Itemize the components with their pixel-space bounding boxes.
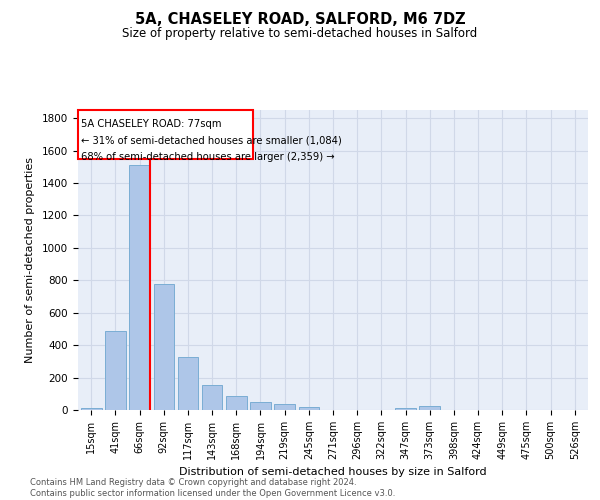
Bar	[130, 165, 150, 410]
Bar	[178, 358, 198, 410]
Bar	[226, 396, 247, 410]
Bar	[419, 406, 440, 410]
Y-axis label: Number of semi-detached properties: Number of semi-detached properties	[25, 157, 35, 363]
Bar	[250, 402, 271, 410]
Bar	[154, 284, 174, 410]
Bar	[81, 408, 101, 410]
Text: Contains HM Land Registry data © Crown copyright and database right 2024.
Contai: Contains HM Land Registry data © Crown c…	[30, 478, 395, 498]
Text: 5A CHASELEY ROAD: 77sqm: 5A CHASELEY ROAD: 77sqm	[81, 119, 221, 129]
Text: 5A, CHASELEY ROAD, SALFORD, M6 7DZ: 5A, CHASELEY ROAD, SALFORD, M6 7DZ	[134, 12, 466, 28]
Bar	[105, 330, 126, 410]
X-axis label: Distribution of semi-detached houses by size in Salford: Distribution of semi-detached houses by …	[179, 468, 487, 477]
Bar	[299, 407, 319, 410]
Bar	[395, 408, 416, 410]
Bar	[274, 404, 295, 410]
Bar	[202, 385, 223, 410]
Text: 68% of semi-detached houses are larger (2,359) →: 68% of semi-detached houses are larger (…	[81, 152, 335, 162]
FancyBboxPatch shape	[78, 110, 253, 160]
Text: ← 31% of semi-detached houses are smaller (1,084): ← 31% of semi-detached houses are smalle…	[81, 136, 341, 145]
Text: Size of property relative to semi-detached houses in Salford: Size of property relative to semi-detach…	[122, 28, 478, 40]
